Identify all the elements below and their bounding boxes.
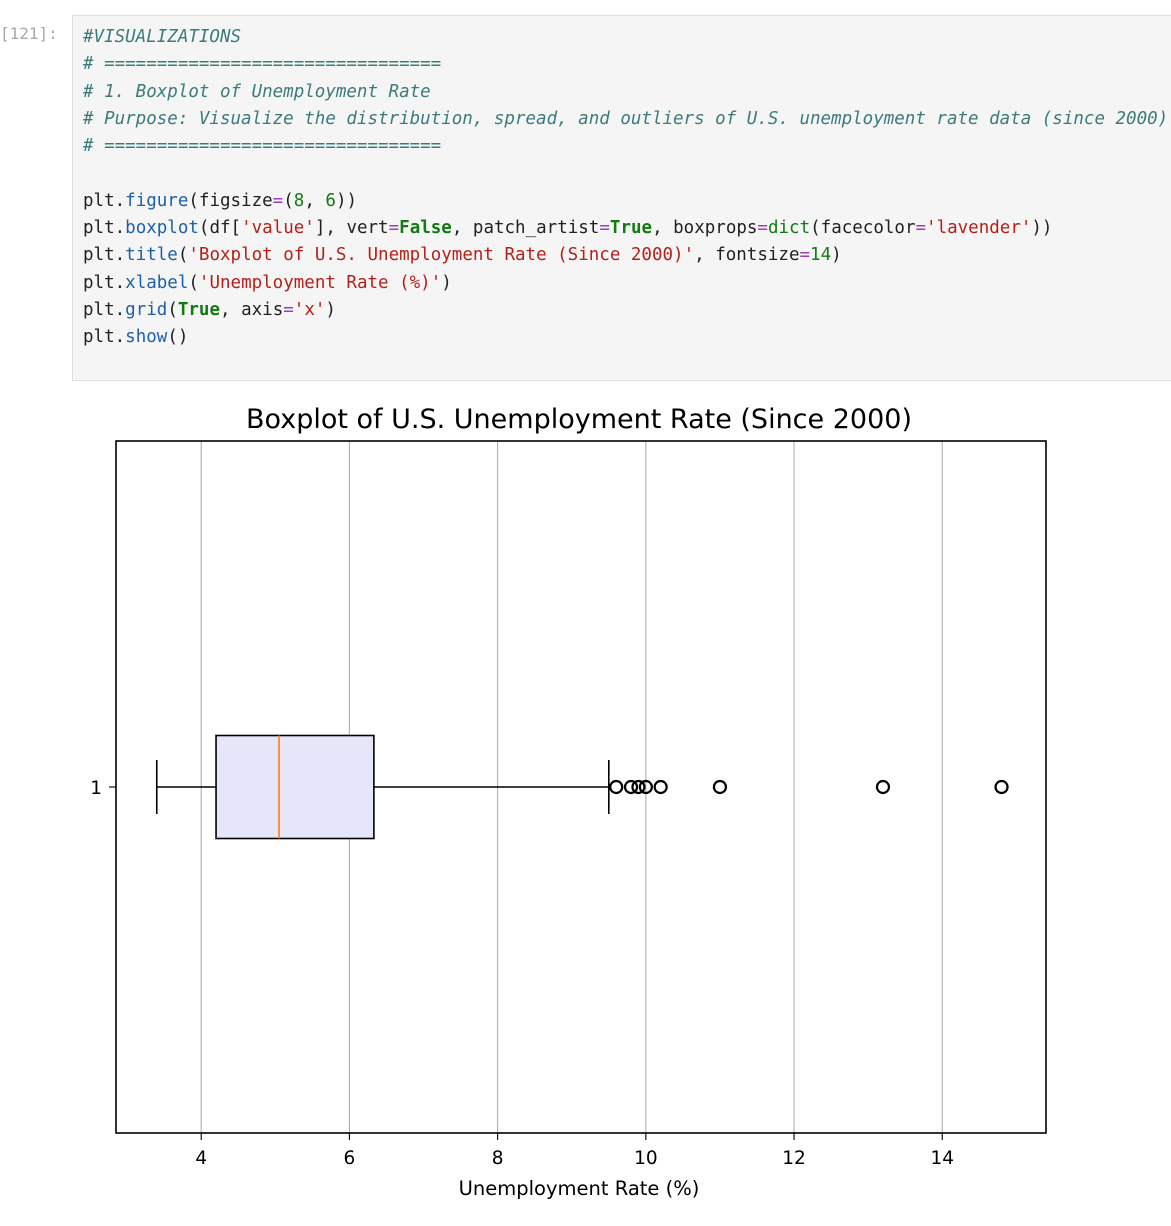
code-token: plt.: [83, 245, 126, 266]
code-token: # Purpose: Visualize the distribution, s…: [83, 108, 1169, 129]
code-token: ): [441, 272, 452, 293]
code-token: True: [609, 218, 653, 239]
code-token: ): [831, 245, 842, 266]
plot-marks: [155, 734, 1009, 840]
outlier-point: [609, 779, 624, 795]
code-line: [83, 160, 1168, 187]
code-line: plt.title('Boxplot of U.S. Unemployment …: [83, 242, 1168, 269]
code-lines[interactable]: #VISUALIZATIONS # =======================…: [83, 24, 1168, 352]
code-token: plt.: [83, 272, 126, 293]
output-area: Boxplot of U.S. Unemployment Rate (Since…: [72, 392, 1072, 1222]
x-tick-label: 6: [344, 1148, 356, 1169]
code-token: =: [272, 190, 284, 211]
code-token: ,: [304, 190, 326, 211]
code-token: 8: [293, 190, 305, 211]
outlier-point: [875, 779, 891, 795]
x-tick-label: 14: [930, 1148, 954, 1169]
axis-ticks: 4 6 8 10 12 14 1: [90, 778, 954, 1169]
code-token: (: [177, 245, 189, 266]
code-token: , fontsize: [694, 245, 800, 266]
code-line: plt.boxplot(df['value'], vert=False, pat…: [83, 215, 1168, 242]
code-token: False: [399, 218, 452, 239]
code-token: (facecolor: [810, 218, 916, 239]
x-tick-label: 4: [195, 1148, 207, 1169]
code-token: dict: [767, 218, 811, 239]
code-token: =: [283, 299, 294, 320]
code-token: , patch_artist: [451, 218, 600, 239]
code-token: =: [799, 245, 811, 266]
code-token: (df[: [198, 218, 242, 239]
code-token: 6: [325, 190, 336, 211]
outlier-point: [623, 779, 639, 795]
x-tick-label: 8: [492, 1148, 504, 1169]
code-line: #VISUALIZATIONS: [83, 24, 1168, 51]
code-token: )): [335, 190, 358, 211]
code-token: ], vert: [314, 218, 389, 239]
code-token: plt.: [83, 190, 126, 211]
code-token: plt.: [83, 327, 126, 348]
code-token: 14: [810, 245, 832, 266]
code-line: # 1. Boxplot of Unemployment Rate: [83, 79, 1168, 106]
code-token: (: [188, 272, 199, 293]
code-token: , axis: [220, 299, 284, 320]
code-token: 'lavender': [926, 218, 1032, 239]
code-token: xlabel: [125, 272, 189, 293]
chart-title: Boxplot of U.S. Unemployment Rate (Since…: [246, 404, 912, 435]
code-line: plt.show(): [83, 324, 1168, 351]
code-token: plt.: [83, 218, 126, 239]
code-token: 'Unemployment Rate (%)': [198, 272, 442, 293]
code-line: plt.grid(True, axis='x'): [83, 297, 1168, 324]
code-line: plt.xlabel('Unemployment Rate (%)'): [83, 270, 1168, 297]
code-line: # ================================: [83, 133, 1168, 160]
code-token: (: [283, 190, 294, 211]
x-tick-label: 12: [782, 1148, 806, 1169]
code-token: # ================================: [83, 54, 442, 75]
code-token: (figsize: [188, 190, 273, 211]
cell-prompt: [121]:: [0, 24, 58, 43]
code-token: 'Boxplot of U.S. Unemployment Rate (Sinc…: [188, 245, 695, 266]
code-token: )): [1031, 218, 1053, 239]
code-token: title: [125, 245, 178, 266]
code-token: True: [177, 299, 221, 320]
code-token: (: [167, 299, 178, 320]
outlier-point: [994, 779, 1009, 795]
code-token: # 1. Boxplot of Unemployment Rate: [83, 81, 431, 102]
code-token: =: [915, 218, 927, 239]
code-token: show: [125, 327, 168, 348]
iqr-box: [215, 734, 375, 840]
code-cell-editor[interactable]: #VISUALIZATIONS # =======================…: [72, 15, 1171, 381]
code-line: # Purpose: Visualize the distribution, s…: [83, 106, 1168, 133]
code-line: # ================================: [83, 51, 1168, 78]
outlier-point: [653, 779, 668, 795]
code-token: 'x': [293, 299, 326, 320]
y-tick-label: 1: [90, 778, 102, 799]
code-token: =: [757, 218, 768, 239]
code-token: #VISUALIZATIONS: [83, 27, 242, 47]
code-line: plt.figure(figsize=(8, 6)): [83, 188, 1168, 215]
boxplot-chart: Boxplot of U.S. Unemployment Rate (Since…: [90, 404, 1047, 1200]
code-token: =: [388, 218, 400, 239]
outlier-point: [631, 779, 646, 795]
outlier-point: [638, 779, 653, 795]
x-axis-label: Unemployment Rate (%): [459, 1177, 700, 1200]
code-token: boxplot: [125, 218, 199, 239]
code-token: (): [167, 327, 189, 348]
code-token: ): [325, 299, 336, 320]
code-token: =: [599, 218, 610, 239]
code-token: figure: [125, 190, 189, 211]
code-token: 'value': [241, 218, 315, 239]
x-tick-label: 10: [634, 1148, 658, 1169]
code-token: # ================================: [83, 136, 442, 157]
code-token: , boxprops: [652, 218, 758, 239]
outlier-point: [712, 779, 728, 795]
code-token: plt.: [83, 299, 126, 320]
code-token: grid: [125, 299, 168, 320]
